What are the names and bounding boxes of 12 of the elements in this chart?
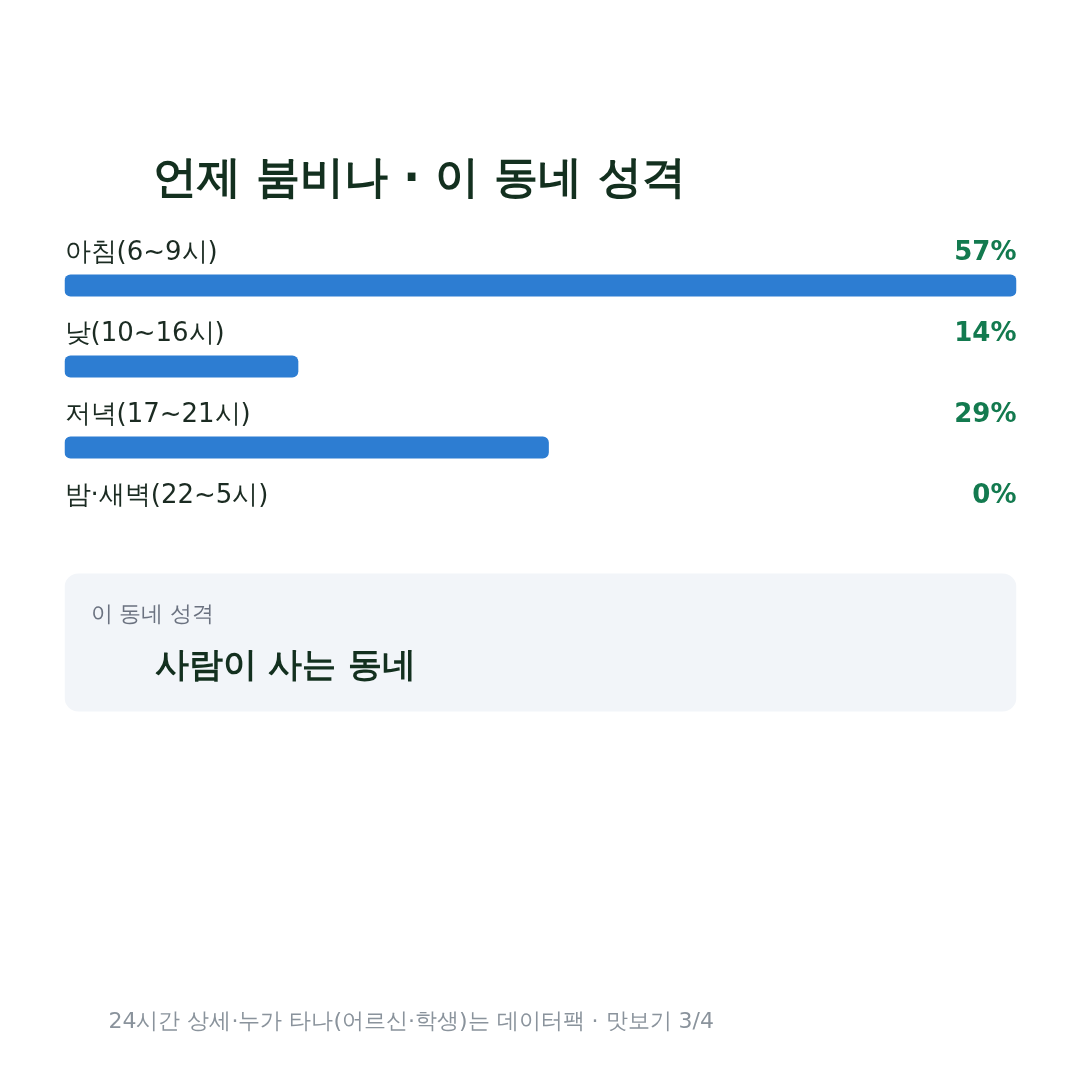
text: 24시간 상세·누가 타나(어르신·학생)는 데이터팩 · 맛보기 3/4: [108, 1008, 715, 1033]
chart-title: 언제 붐비나 · 이 동네 성격: [152, 151, 686, 202]
data-label: 14%: [954, 316, 1017, 347]
y-tick-label: 아침(6~9시): [64, 235, 218, 266]
data-label: 29%: [954, 397, 1017, 428]
y-tick-label: 저녁(17~21시): [64, 397, 251, 428]
data-label: 0%: [972, 478, 1017, 509]
data-label: 57%: [954, 235, 1017, 266]
y-tick-label: 낮(10~16시): [64, 316, 225, 347]
text: 이 동네 성격: [90, 601, 215, 626]
y-tick-label: 밤·새벽(22~5시): [64, 478, 269, 509]
text: 사람이 사는 동네: [154, 643, 417, 684]
